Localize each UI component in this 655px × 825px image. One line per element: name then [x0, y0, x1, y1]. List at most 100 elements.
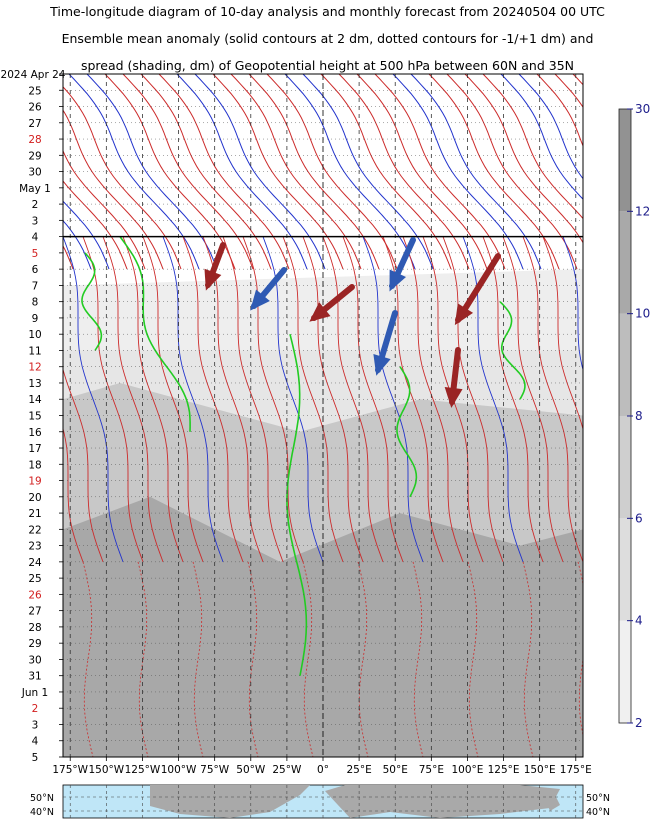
anomaly-contour-lower	[362, 236, 424, 563]
blue-arrow-head	[373, 354, 391, 376]
anomaly-contour-lower	[322, 236, 384, 563]
y-tick-label: 16	[28, 427, 42, 439]
y-tick-label: 6	[32, 264, 39, 276]
dotted-contour	[357, 561, 369, 757]
anomaly-contour-lower	[162, 236, 224, 563]
colorbar-label: 4	[635, 614, 643, 628]
zero-contour	[396, 366, 418, 498]
y-tick-label: 30	[28, 654, 41, 666]
x-tick-label: 25°E	[346, 764, 371, 776]
anomaly-contour-lower	[122, 236, 184, 563]
y-tick-label: 17	[28, 443, 41, 455]
colorbar-label: 12	[635, 204, 650, 218]
y-tick-label: 25	[28, 85, 41, 97]
x-tick-label: 25°W	[272, 764, 302, 776]
y-tick-label: 2	[32, 199, 39, 211]
anomaly-contour-lower	[502, 236, 564, 563]
y-tick-label: 29	[28, 150, 41, 162]
red-arrow-head	[454, 303, 474, 326]
y-tick-label: 4	[32, 232, 39, 244]
x-tick-label: 125°E	[488, 764, 520, 776]
blue-arrow-head	[389, 269, 407, 292]
y-tick-label: 5	[32, 248, 39, 260]
anomaly-contour-upper	[518, 74, 583, 180]
anomaly-contour-lower	[202, 236, 264, 563]
colorbar-segment	[619, 416, 631, 519]
x-tick-label: 125°W	[125, 764, 161, 776]
y-tick-label: 2024 Apr 24	[1, 69, 66, 81]
y-tick-label: Jun 1	[21, 687, 48, 699]
dotted-contour	[82, 561, 94, 757]
y-tick-label: 13	[28, 378, 41, 390]
y-tick-label: 2	[32, 703, 39, 715]
colorbar-segment	[619, 518, 631, 621]
zero-contour	[286, 333, 308, 676]
y-tick-label: 28	[28, 134, 41, 146]
y-tick-label: 18	[28, 459, 41, 471]
dotted-contour	[302, 561, 314, 757]
y-tick-label: 24	[28, 557, 42, 569]
x-tick-label: 0°	[317, 764, 329, 776]
colorbar-segment	[619, 620, 631, 723]
y-tick-label: 5	[32, 752, 39, 764]
anomaly-contour-lower	[542, 236, 583, 431]
x-tick-label: 50°E	[383, 764, 408, 776]
y-tick-label: 3	[32, 215, 39, 227]
anomaly-contour-lower	[562, 236, 583, 372]
anomaly-contour-lower	[522, 236, 583, 563]
dotted-contour	[247, 561, 259, 757]
colorbar-label: 8	[635, 409, 643, 423]
chart-title-line3: spread (shading, dm) of Geopotential hei…	[80, 58, 575, 73]
y-tick-label: 25	[28, 573, 41, 585]
colorbar-label: 6	[635, 511, 643, 525]
anomaly-contour-lower	[382, 236, 444, 563]
anomaly-contour-lower	[63, 367, 104, 563]
dotted-contour	[137, 561, 149, 757]
colorbar-label: 2	[635, 716, 643, 730]
anomaly-contour-upper	[536, 74, 583, 148]
x-tick-label: 100°E	[451, 764, 483, 776]
anomaly-contour-lower	[482, 236, 544, 563]
x-tick-label: 175°E	[560, 764, 592, 776]
y-tick-label: 4	[32, 736, 39, 748]
red-arrow-head	[309, 302, 331, 322]
zero-contour	[81, 252, 103, 351]
map-lat-label-right: 40°N	[586, 807, 610, 818]
anomaly-contour-lower	[282, 236, 344, 563]
anomaly-contour-lower	[262, 236, 324, 563]
y-tick-label: 26	[28, 102, 42, 114]
map-land-north-america	[150, 785, 310, 818]
x-tick-label: 150°E	[524, 764, 556, 776]
colorbar-label: 30	[635, 102, 650, 116]
y-tick-label: 19	[28, 476, 41, 488]
y-tick-label: 27	[28, 606, 41, 618]
y-tick-label: 20	[28, 492, 41, 504]
y-tick-label: 3	[32, 719, 39, 731]
y-tick-label: 22	[28, 524, 41, 536]
y-tick-label: 10	[28, 329, 41, 341]
y-tick-label: 23	[28, 541, 41, 553]
dotted-contour	[522, 561, 534, 757]
anomaly-contour-lower	[302, 236, 364, 563]
x-tick-label: 75°W	[200, 764, 230, 776]
chart-title-line2: Ensemble mean anomaly (solid contours at…	[61, 31, 594, 46]
x-tick-label: 175°W	[52, 764, 88, 776]
colorbar-label: 10	[635, 307, 650, 321]
dotted-contour	[467, 561, 479, 757]
y-tick-label: 30	[28, 167, 41, 179]
map-lat-label-left: 50°N	[30, 793, 54, 804]
y-tick-label: 28	[28, 622, 41, 634]
blue-arrow-head	[250, 289, 270, 311]
y-tick-label: May 1	[19, 183, 51, 195]
x-tick-label: 100°W	[161, 764, 197, 776]
anomaly-contour-lower	[342, 236, 404, 563]
x-tick-label: 75°E	[419, 764, 444, 776]
colorbar-segment	[619, 211, 631, 314]
y-tick-label: 12	[28, 362, 41, 374]
y-tick-label: 8	[32, 297, 39, 309]
y-tick-label: 21	[28, 508, 41, 520]
colorbar-segment	[619, 313, 631, 416]
map-lat-label-right: 50°N	[586, 793, 610, 804]
anomaly-contour-lower	[222, 236, 284, 563]
anomaly-contour-lower	[442, 236, 504, 563]
